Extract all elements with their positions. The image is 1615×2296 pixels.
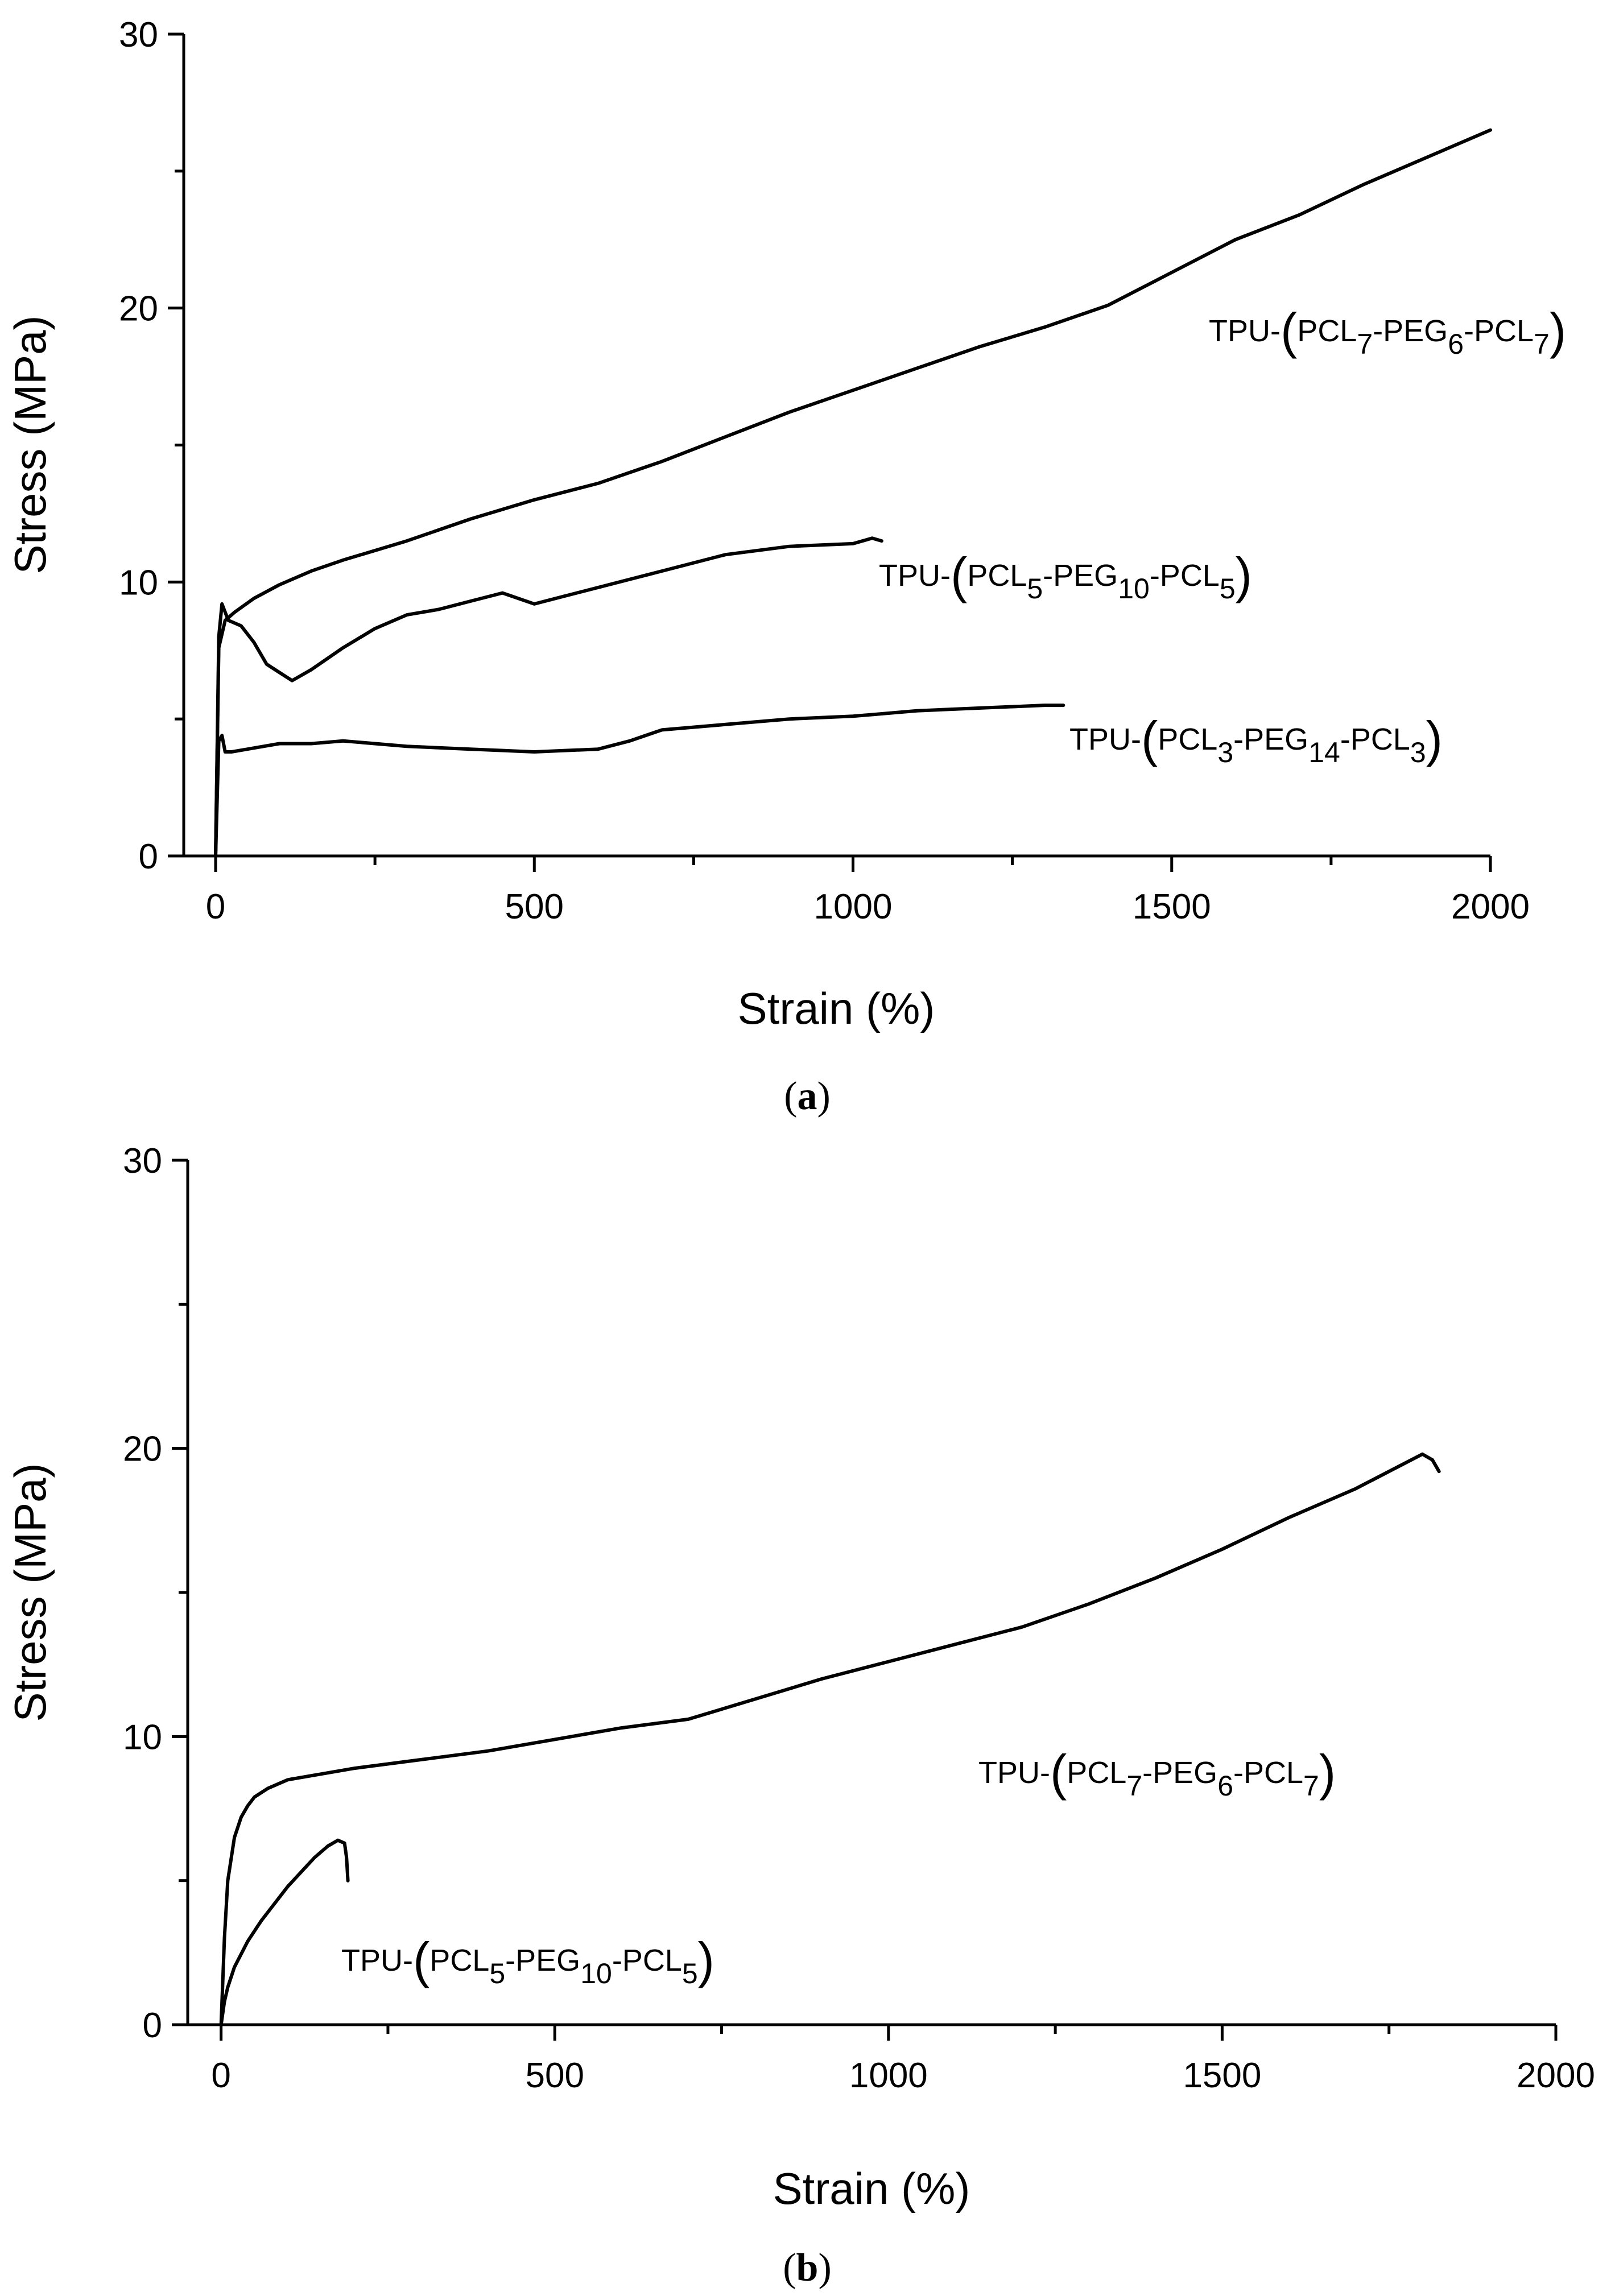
series-label-3: TPU-(PCL3-PEG14-PCL3) bbox=[1069, 711, 1443, 768]
series-line-3 bbox=[214, 704, 1065, 858]
y-tick-label: 20 bbox=[119, 289, 158, 329]
x-tick-label: 1000 bbox=[814, 887, 893, 926]
x-tick-label: 0 bbox=[206, 887, 225, 926]
x-tick-label: 1500 bbox=[1183, 2056, 1261, 2095]
x-axis-title: Strain (%) bbox=[738, 983, 935, 1033]
series-label-1: TPU-(PCL7-PEG6-PCL7) bbox=[1209, 303, 1566, 360]
y-tick-label: 10 bbox=[123, 1718, 162, 1757]
series-line-2 bbox=[219, 1838, 350, 2026]
series-line-1 bbox=[214, 128, 1492, 858]
series-line-2 bbox=[214, 536, 883, 858]
series-line-1 bbox=[219, 1452, 1441, 2026]
panel-label: (a) bbox=[784, 1074, 831, 1118]
chart-panel-b: 0 10 20 30 0 500 1000 1500 2000 Strain (%) Stress … bbox=[5, 1141, 1595, 2290]
y-tick-label: 10 bbox=[119, 563, 158, 602]
series-label-2: TPU-(PCL5-PEG10-PCL5) bbox=[879, 547, 1252, 605]
y-tick-label: 0 bbox=[143, 2006, 162, 2045]
y-tick-label: 30 bbox=[123, 1141, 162, 1181]
series-label-2: TPU-(PCL5-PEG10-PCL5) bbox=[341, 1932, 714, 1989]
x-tick-label: 0 bbox=[211, 2056, 230, 2095]
x-axis-title: Strain (%) bbox=[773, 2163, 970, 2214]
x-tick-label: 2000 bbox=[1517, 2056, 1595, 2095]
x-tick-label: 1500 bbox=[1133, 887, 1211, 926]
x-tick-label: 1000 bbox=[849, 2056, 928, 2095]
y-tick-label: 30 bbox=[119, 15, 158, 55]
panel-label: (b) bbox=[783, 2246, 832, 2290]
chart-panel-a: 0 10 20 30 0 500 1000 1500 2000 Strain (%) Stress … bbox=[5, 15, 1566, 1118]
y-tick-label: 0 bbox=[139, 837, 158, 876]
x-tick-label: 500 bbox=[505, 887, 564, 926]
y-axis-title: Stress (MPa) bbox=[5, 315, 55, 574]
y-tick-label: 20 bbox=[123, 1430, 162, 1469]
x-tick-label: 2000 bbox=[1451, 887, 1530, 926]
series-label-1: TPU-(PCL7-PEG6-PCL7) bbox=[978, 1744, 1336, 1802]
x-tick-label: 500 bbox=[526, 2056, 584, 2095]
y-axis-title: Stress (MPa) bbox=[5, 1463, 55, 1722]
